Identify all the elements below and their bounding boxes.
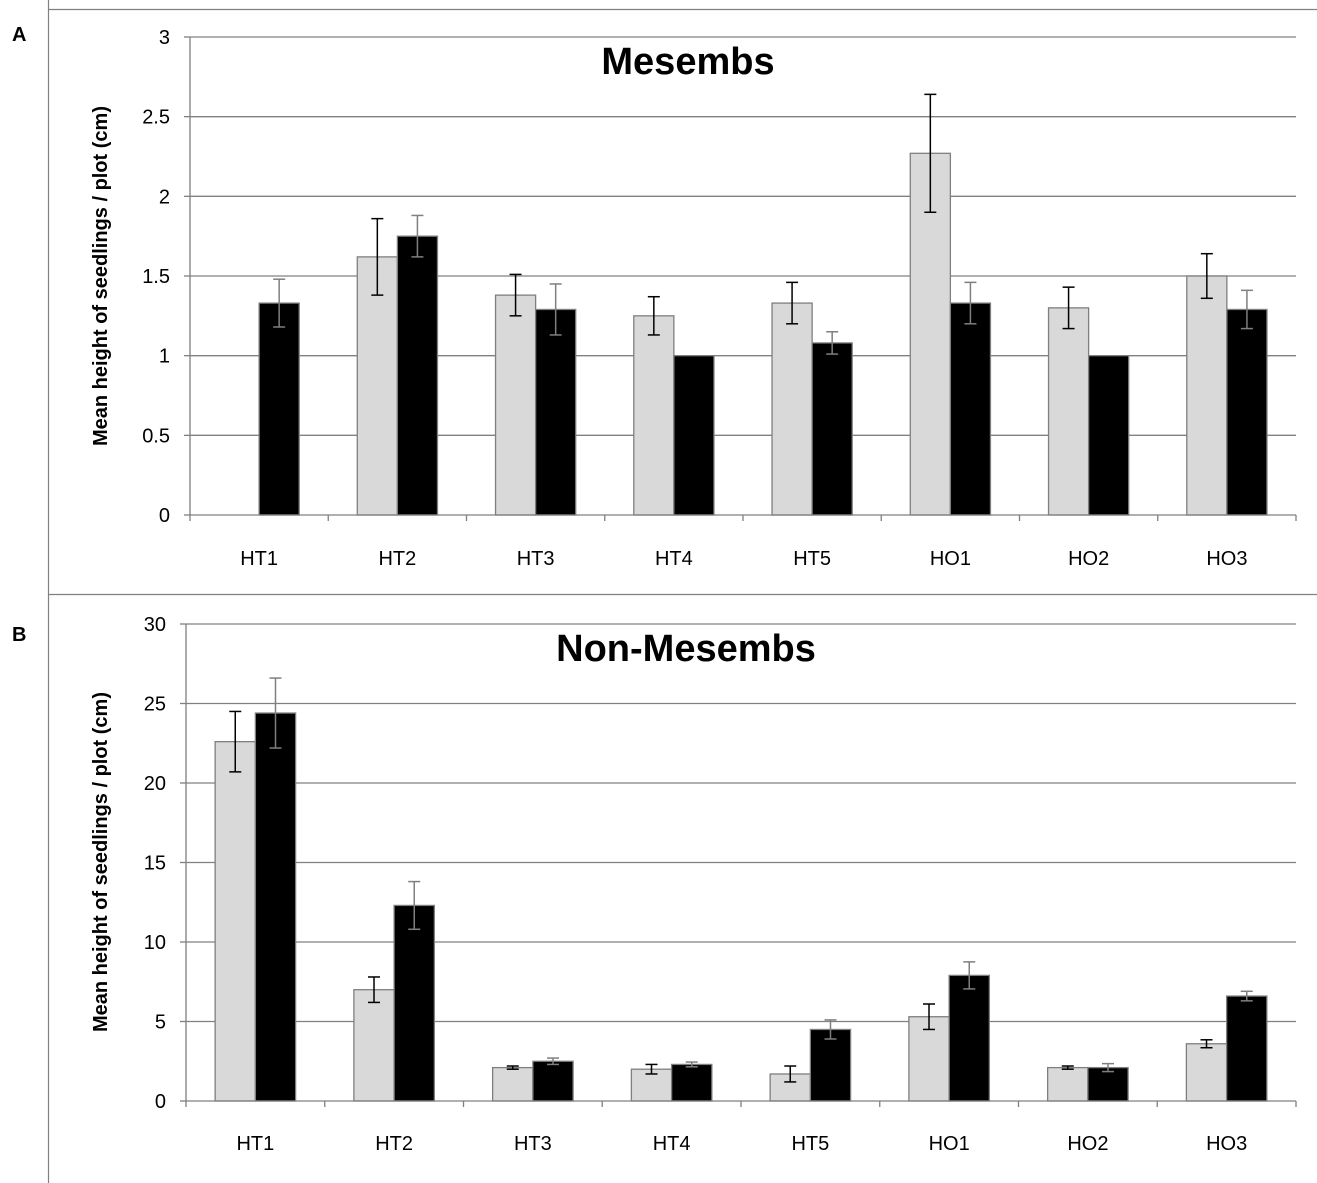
x-tick-label: HO2 bbox=[1067, 1133, 1108, 1155]
chart-title: Mesembs bbox=[601, 41, 774, 83]
x-tick-label: HT5 bbox=[793, 548, 831, 570]
y-axis-label: Mean height of seedlings / plot (cm) bbox=[90, 106, 112, 446]
bar-dark bbox=[1225, 995, 1268, 1102]
y-tick-label: 1 bbox=[159, 346, 170, 368]
x-tick-label: HT3 bbox=[517, 548, 555, 570]
y-tick-label: 20 bbox=[144, 773, 166, 795]
bar-light bbox=[491, 1066, 534, 1102]
bar-light bbox=[771, 302, 813, 516]
bar-light bbox=[1185, 1043, 1228, 1102]
x-tick-label: HT2 bbox=[378, 548, 416, 570]
bar-dark bbox=[532, 1060, 574, 1102]
y-tick-label: 30 bbox=[144, 614, 166, 636]
y-axis-label: Mean height of seedlings / plot (cm) bbox=[90, 692, 112, 1032]
bar-light bbox=[1047, 307, 1090, 516]
bar-dark bbox=[396, 235, 439, 516]
bar-light bbox=[1186, 275, 1228, 516]
x-tick-label: HO1 bbox=[929, 1133, 970, 1155]
bar-dark bbox=[670, 1063, 713, 1102]
panel-label-a: A bbox=[12, 24, 27, 46]
x-tick-label: HO3 bbox=[1206, 548, 1247, 570]
bar-dark bbox=[673, 355, 715, 516]
y-tick-label: 0.5 bbox=[142, 425, 170, 447]
y-tick-label: 0 bbox=[159, 505, 170, 527]
bar-light bbox=[353, 989, 395, 1102]
chart-panel-b: 0 5 10 15 20 25 30 HT1 HT2 HT3 HT4 HT5 HO1 HO2 HO3 Non-… bbox=[90, 614, 1297, 1155]
x-tick-label: HO3 bbox=[1206, 1133, 1247, 1155]
y-tick-label: 1.5 bbox=[142, 266, 170, 288]
bar-dark bbox=[809, 1028, 852, 1102]
bar-light bbox=[1046, 1066, 1089, 1102]
x-tick-label: HT4 bbox=[653, 1133, 691, 1155]
bar-light bbox=[356, 256, 399, 516]
bar-light bbox=[494, 294, 537, 516]
bar-light bbox=[214, 741, 257, 1102]
bar-dark bbox=[393, 904, 436, 1102]
y-tick-label: 5 bbox=[155, 1012, 166, 1034]
y-tick-label: 15 bbox=[144, 853, 166, 875]
bar-dark bbox=[258, 302, 300, 516]
bar-dark bbox=[811, 342, 853, 516]
bar-light bbox=[909, 152, 952, 516]
bar-dark bbox=[1226, 308, 1268, 516]
chart-panel-a: 0 0.5 1 1.5 2 2.5 3 HT1 HT2 HT3 HT4 HT5 HO1 HO2 HO3 Mes… bbox=[90, 27, 1297, 570]
y-tick-label: 2 bbox=[159, 186, 170, 208]
x-tick-label: HT4 bbox=[655, 548, 693, 570]
bar-dark bbox=[534, 308, 577, 516]
bar-dark bbox=[1087, 1066, 1129, 1102]
chart-title: Non-Mesembs bbox=[556, 628, 816, 670]
x-tick-label: HT1 bbox=[236, 1133, 274, 1155]
bar-dark bbox=[948, 974, 991, 1102]
y-tick-label: 2.5 bbox=[142, 107, 170, 129]
x-tick-label: HT2 bbox=[375, 1133, 413, 1155]
y-tick-label: 0 bbox=[155, 1091, 166, 1113]
panel-label-b: B bbox=[12, 624, 27, 646]
bar-dark bbox=[949, 302, 992, 516]
x-tick-label: HO1 bbox=[930, 548, 971, 570]
y-tick-label: 10 bbox=[144, 932, 166, 954]
x-tick-label: HT3 bbox=[514, 1133, 552, 1155]
y-tick-label: 25 bbox=[144, 694, 166, 716]
x-tick-label: HO2 bbox=[1068, 548, 1109, 570]
x-tick-label: HT1 bbox=[240, 548, 278, 570]
x-tick-label: HT5 bbox=[791, 1133, 829, 1155]
bar-dark bbox=[1087, 355, 1130, 516]
y-tick-label: 3 bbox=[159, 27, 170, 49]
bar-light bbox=[633, 315, 675, 516]
bar-dark bbox=[254, 712, 297, 1102]
